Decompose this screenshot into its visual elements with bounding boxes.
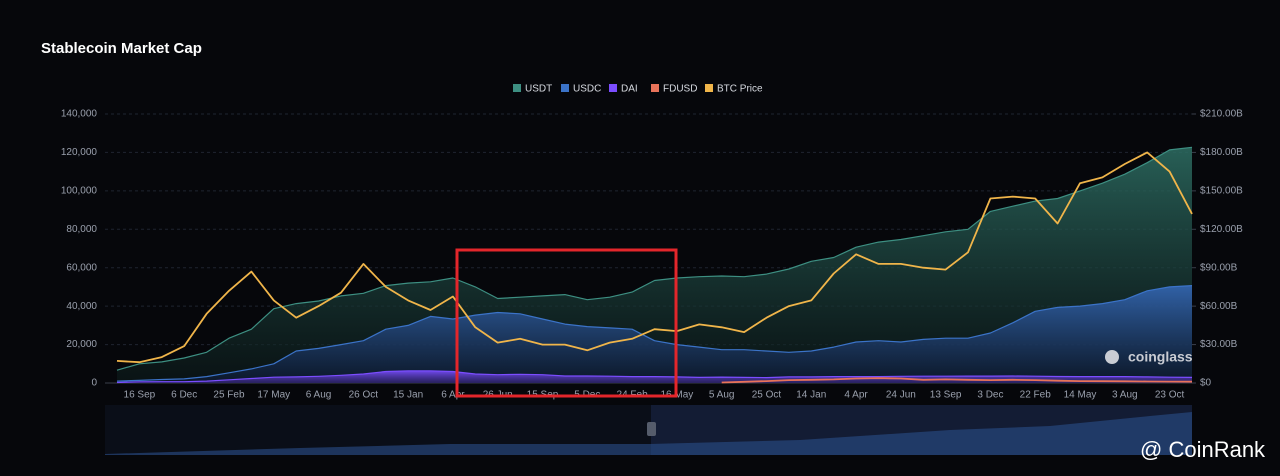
x-tick-label: 17 May: [257, 390, 290, 401]
watermark: coinglass: [1128, 349, 1193, 365]
series-line: [116, 285, 1193, 382]
series-area: [117, 147, 1192, 383]
x-tick-label: 6 Apr: [441, 390, 465, 401]
x-tick-label: 22 Feb: [1020, 390, 1052, 401]
x-tick-label: 26 Oct: [349, 390, 379, 401]
y-tick-label: 120,000: [61, 147, 98, 158]
navigator-preview: [105, 412, 1192, 455]
series-line: [721, 377, 1193, 384]
y2-tick-label: $30.00B: [1200, 339, 1238, 350]
y2-tick-label: $150.00B: [1200, 185, 1243, 196]
legend-label: USDC: [573, 84, 601, 95]
highlight-box: [455, 248, 678, 398]
legend-swatch: [609, 84, 617, 92]
plot-area: 0 20,000 40,000 60,000 80,000 100,000 120,000 1…: [61, 109, 1243, 401]
x-tick-label: 25 Oct: [752, 390, 782, 401]
x-tick-label: 24 Jun: [886, 390, 916, 401]
overlay-text: @ CoinRank: [1140, 437, 1266, 462]
legend-swatch: [705, 84, 713, 92]
y-tick-label: 20,000: [66, 339, 97, 350]
x-tick-label: 6 Dec: [171, 390, 197, 401]
x-tick-label: 3 Aug: [1112, 390, 1138, 401]
legend-swatch: [651, 84, 659, 92]
x-tick-label: 3 Dec: [977, 390, 1003, 401]
legend-label: FDUSD: [663, 84, 697, 95]
y-tick-label: 0: [91, 378, 97, 389]
watermark-logo: [1105, 350, 1119, 364]
x-tick-label: 14 May: [1064, 390, 1097, 401]
navigator: [105, 405, 1192, 455]
x-tick-label: 15 Jan: [393, 390, 423, 401]
x-tick-label: 16 Sep: [124, 390, 156, 401]
x-tick-label: 5 Aug: [709, 390, 735, 401]
chart-title: Stablecoin Market Cap: [41, 40, 202, 57]
y2-tick-label: $60.00B: [1200, 301, 1238, 312]
series-line: [116, 151, 1193, 364]
legend-label: USDT: [525, 84, 552, 95]
x-tick-label: 4 Apr: [844, 390, 868, 401]
y-tick-label: 40,000: [66, 301, 97, 312]
legend-label: BTC Price: [717, 84, 763, 95]
series-line: [116, 146, 1193, 371]
y2-tick-label: $90.00B: [1200, 262, 1238, 273]
x-tick-label: 13 Sep: [930, 390, 962, 401]
y-tick-label: 80,000: [66, 224, 97, 235]
y2-tick-label: $120.00B: [1200, 224, 1243, 235]
x-tick-label: 6 Aug: [306, 390, 332, 401]
x-tick-label: 25 Feb: [213, 390, 245, 401]
y-tick-label: 100,000: [61, 185, 98, 196]
legend-swatch: [561, 84, 569, 92]
legend-label: DAI: [621, 84, 638, 95]
x-tick-label: 14 Jan: [796, 390, 826, 401]
y2-tick-label: $0: [1200, 378, 1212, 389]
y2-tick-label: $180.00B: [1200, 147, 1243, 158]
y2-tick-label: $210.00B: [1200, 109, 1243, 120]
legend-swatch: [513, 84, 521, 92]
series-area: [117, 285, 1192, 383]
y-tick-label: 140,000: [61, 109, 98, 120]
y-tick-label: 60,000: [66, 262, 97, 273]
x-tick-label: 23 Oct: [1155, 390, 1185, 401]
series-line: [116, 370, 1193, 384]
navigator-handle: [647, 422, 656, 436]
